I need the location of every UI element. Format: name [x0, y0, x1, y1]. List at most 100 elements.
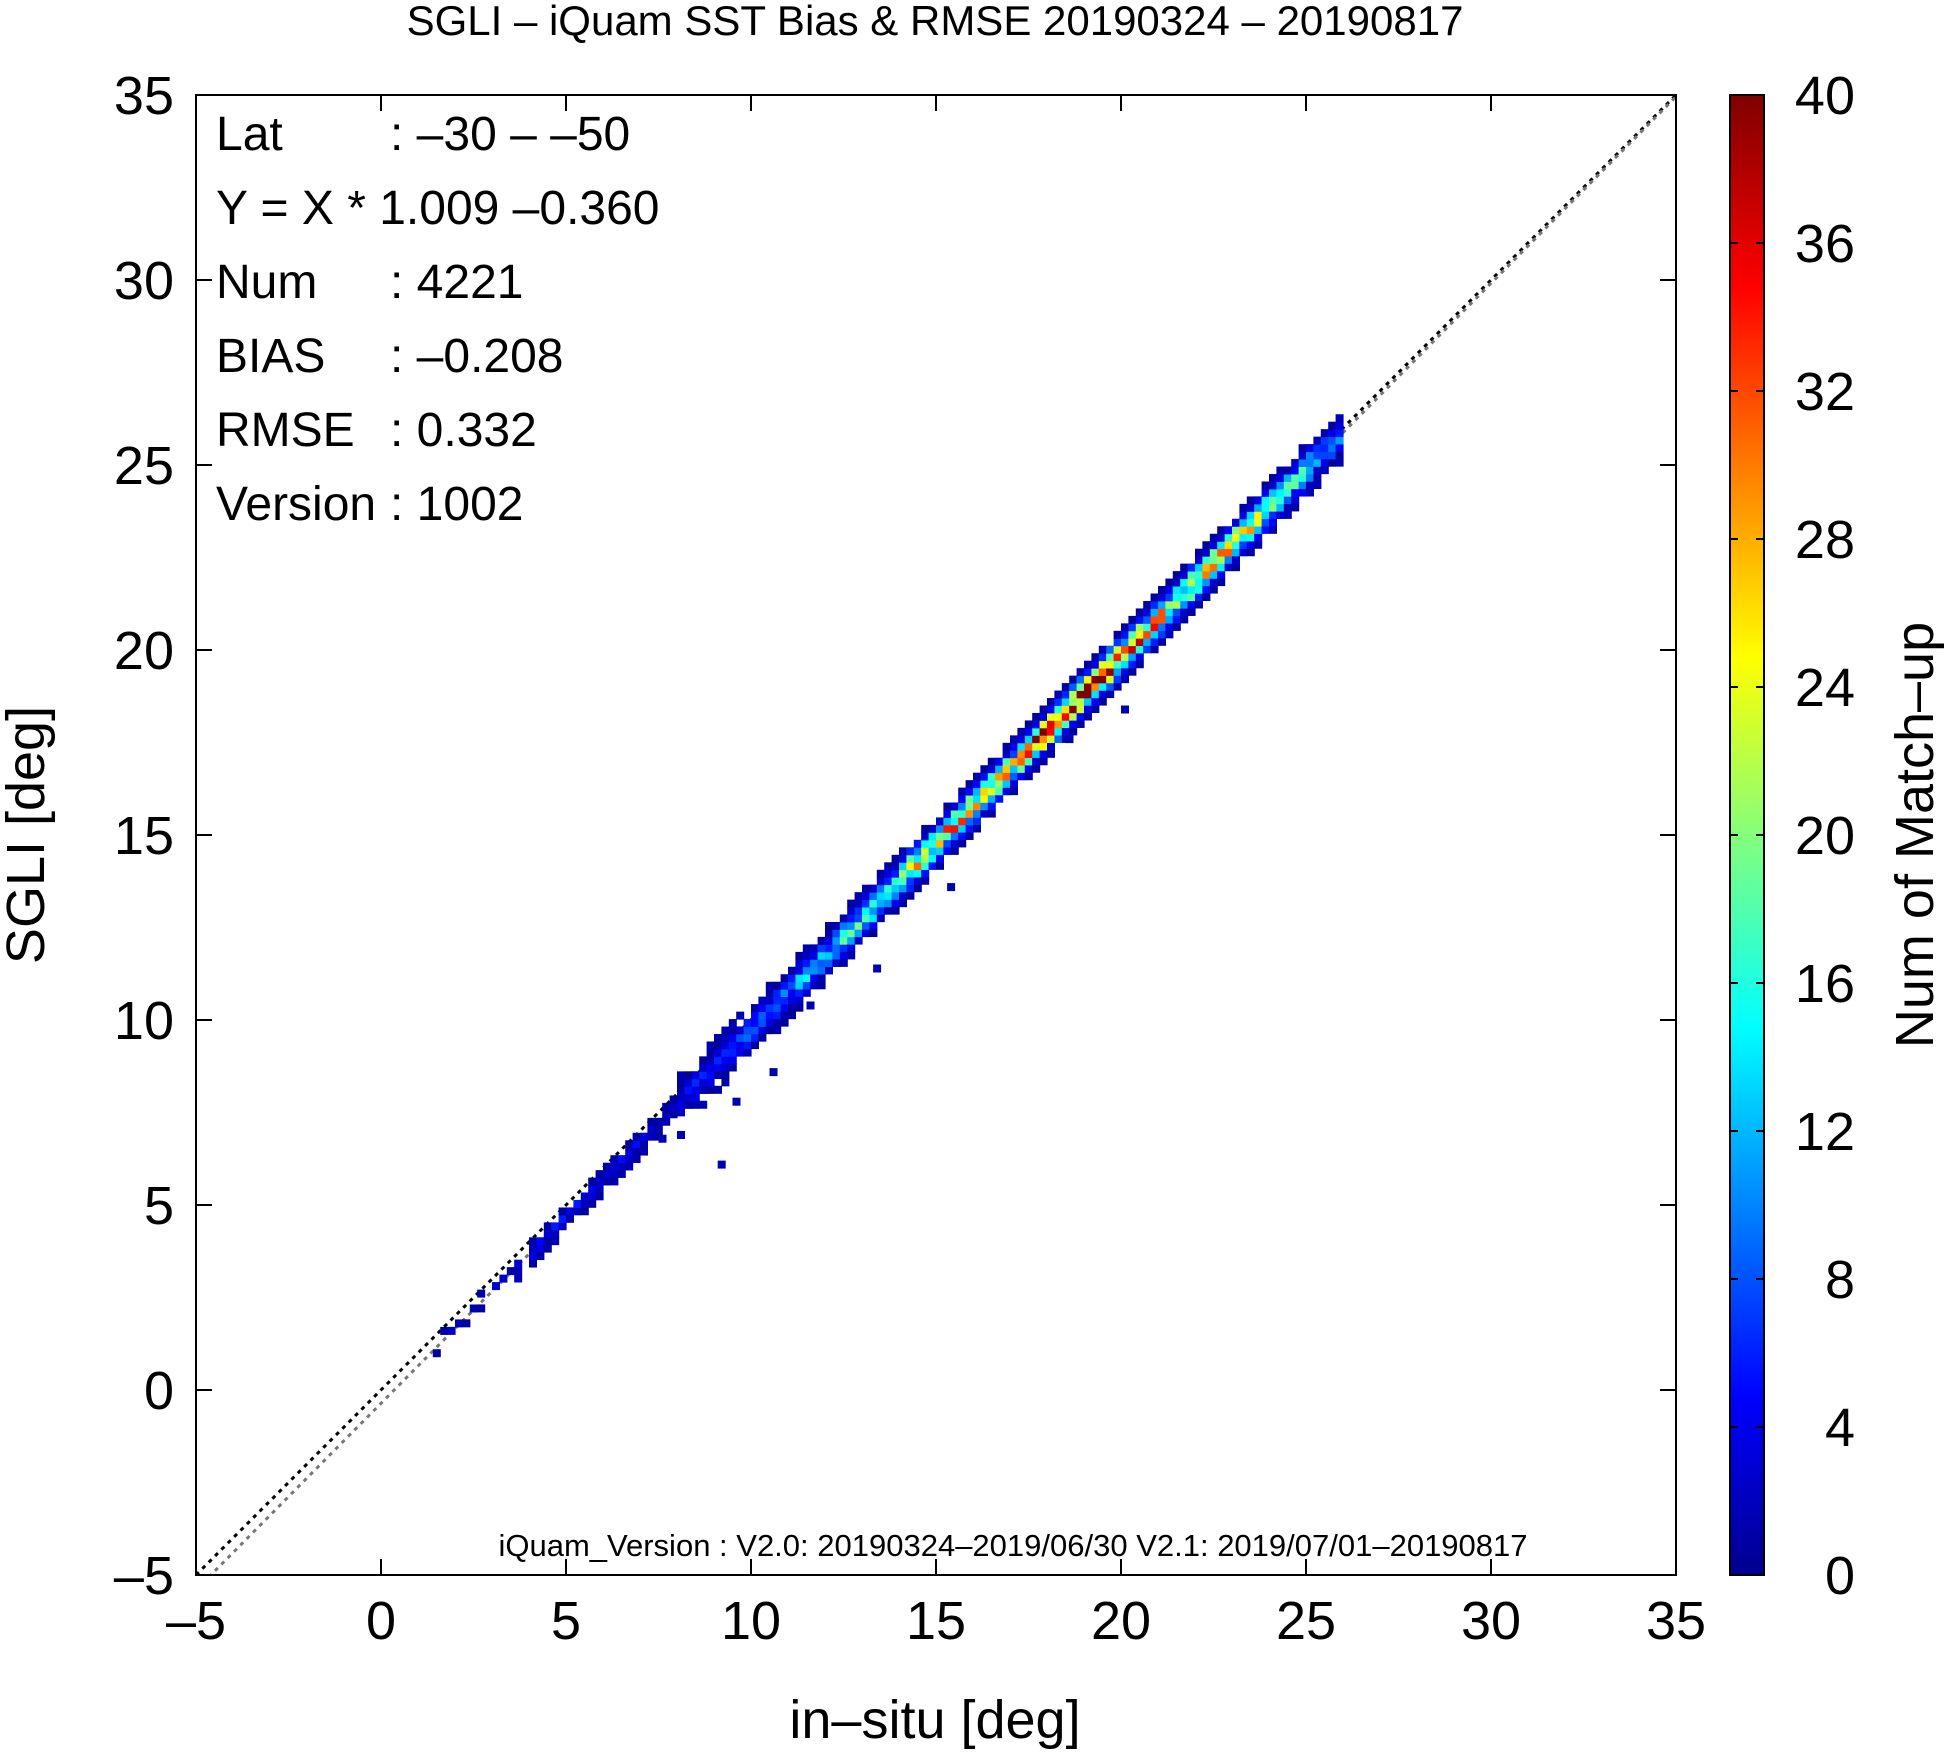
density-cell	[1232, 541, 1240, 549]
density-cell	[884, 884, 892, 892]
density-cell	[1106, 683, 1114, 691]
density-cell	[736, 1041, 744, 1049]
density-cell	[1254, 496, 1262, 504]
density-cell	[1099, 653, 1107, 661]
density-cell	[1062, 705, 1070, 713]
density-cell	[1299, 452, 1307, 460]
density-cell	[1077, 676, 1085, 684]
density-cell	[847, 900, 855, 908]
density-cell	[588, 1192, 596, 1200]
density-cell	[1025, 735, 1033, 743]
density-cell	[581, 1192, 589, 1200]
density-cell	[862, 922, 870, 930]
density-cell	[1114, 683, 1122, 691]
density-cell	[1239, 548, 1247, 556]
density-cell	[1313, 481, 1321, 489]
density-cell	[721, 1034, 729, 1042]
density-cell	[1195, 593, 1203, 601]
density-cell	[892, 907, 900, 915]
density-cell	[625, 1140, 633, 1148]
density-cell	[662, 1118, 670, 1126]
density-cell	[736, 1026, 744, 1034]
density-cell	[1225, 534, 1233, 542]
density-cell	[966, 780, 974, 788]
density-cell	[1165, 593, 1173, 601]
density-cell	[1047, 728, 1055, 736]
density-cell	[1276, 504, 1284, 512]
density-cell	[1114, 646, 1122, 654]
y-tick-label: 5	[144, 1176, 174, 1236]
x-tick-label: 20	[1091, 1591, 1151, 1651]
density-cell	[559, 1207, 567, 1215]
density-cell	[758, 1011, 766, 1019]
density-cell	[707, 1041, 715, 1049]
density-cell	[670, 1103, 678, 1111]
density-cell	[1136, 660, 1144, 668]
density-cell	[1173, 608, 1181, 616]
density-cell	[906, 855, 914, 863]
density-cell	[773, 1011, 781, 1019]
density-cell	[1010, 758, 1018, 766]
density-cell	[899, 884, 907, 892]
density-cell	[1040, 735, 1048, 743]
colorbar-label: Num of Match–up	[1885, 622, 1945, 1048]
density-cell	[1173, 571, 1181, 579]
colorbar-tick-label: 12	[1795, 1102, 1855, 1162]
density-cell	[1239, 519, 1247, 527]
density-cell	[1047, 742, 1055, 750]
density-cell	[1084, 675, 1092, 683]
density-cell	[1077, 705, 1085, 713]
density-cell	[958, 817, 966, 825]
outlier-cell	[677, 1131, 685, 1139]
density-cell	[1306, 481, 1314, 489]
density-cell	[1128, 623, 1136, 631]
density-cell	[995, 787, 1003, 795]
stat-lat-value: : –30 – –50	[390, 108, 630, 161]
density-cell	[1025, 720, 1033, 728]
density-cell	[929, 847, 937, 855]
density-cell	[514, 1260, 522, 1268]
density-cell	[995, 780, 1003, 788]
density-cell	[1239, 541, 1247, 549]
density-cell	[1284, 503, 1292, 511]
density-cell	[810, 952, 818, 960]
density-cell	[1284, 511, 1292, 519]
density-cell	[1269, 481, 1277, 489]
density-cell	[906, 884, 914, 892]
density-cell	[855, 922, 863, 930]
colorbar-tick-label: 4	[1825, 1398, 1855, 1458]
density-cell	[677, 1086, 685, 1094]
density-cell	[1025, 772, 1033, 780]
density-cell	[1091, 675, 1099, 683]
density-cell	[1254, 519, 1262, 527]
colorbar-tick-label: 36	[1795, 214, 1855, 274]
density-cell	[892, 892, 900, 900]
density-cell	[781, 1019, 789, 1027]
density-cell	[988, 780, 996, 788]
density-cell	[1121, 675, 1129, 683]
density-cell	[914, 847, 922, 855]
density-cell	[736, 1049, 744, 1057]
density-cell	[795, 989, 803, 997]
density-cell	[995, 758, 1003, 766]
density-cell	[1180, 586, 1188, 594]
density-cell	[1136, 653, 1144, 661]
density-cell	[1254, 526, 1262, 534]
density-cell	[647, 1125, 655, 1133]
density-cell	[899, 847, 907, 855]
density-cell	[788, 1004, 796, 1012]
density-cell	[929, 854, 937, 862]
density-cell	[462, 1319, 470, 1327]
density-cell	[818, 944, 826, 952]
x-tick-label: 5	[551, 1591, 581, 1651]
density-cell	[1210, 571, 1218, 579]
density-cell	[788, 967, 796, 975]
density-cell	[1143, 608, 1151, 616]
density-cell	[988, 773, 996, 781]
y-tick-label: –5	[114, 1546, 174, 1606]
density-cell	[1069, 727, 1077, 735]
density-cell	[640, 1148, 648, 1156]
density-cell	[1291, 459, 1299, 467]
density-cell	[647, 1133, 655, 1141]
density-cell	[1136, 608, 1144, 616]
